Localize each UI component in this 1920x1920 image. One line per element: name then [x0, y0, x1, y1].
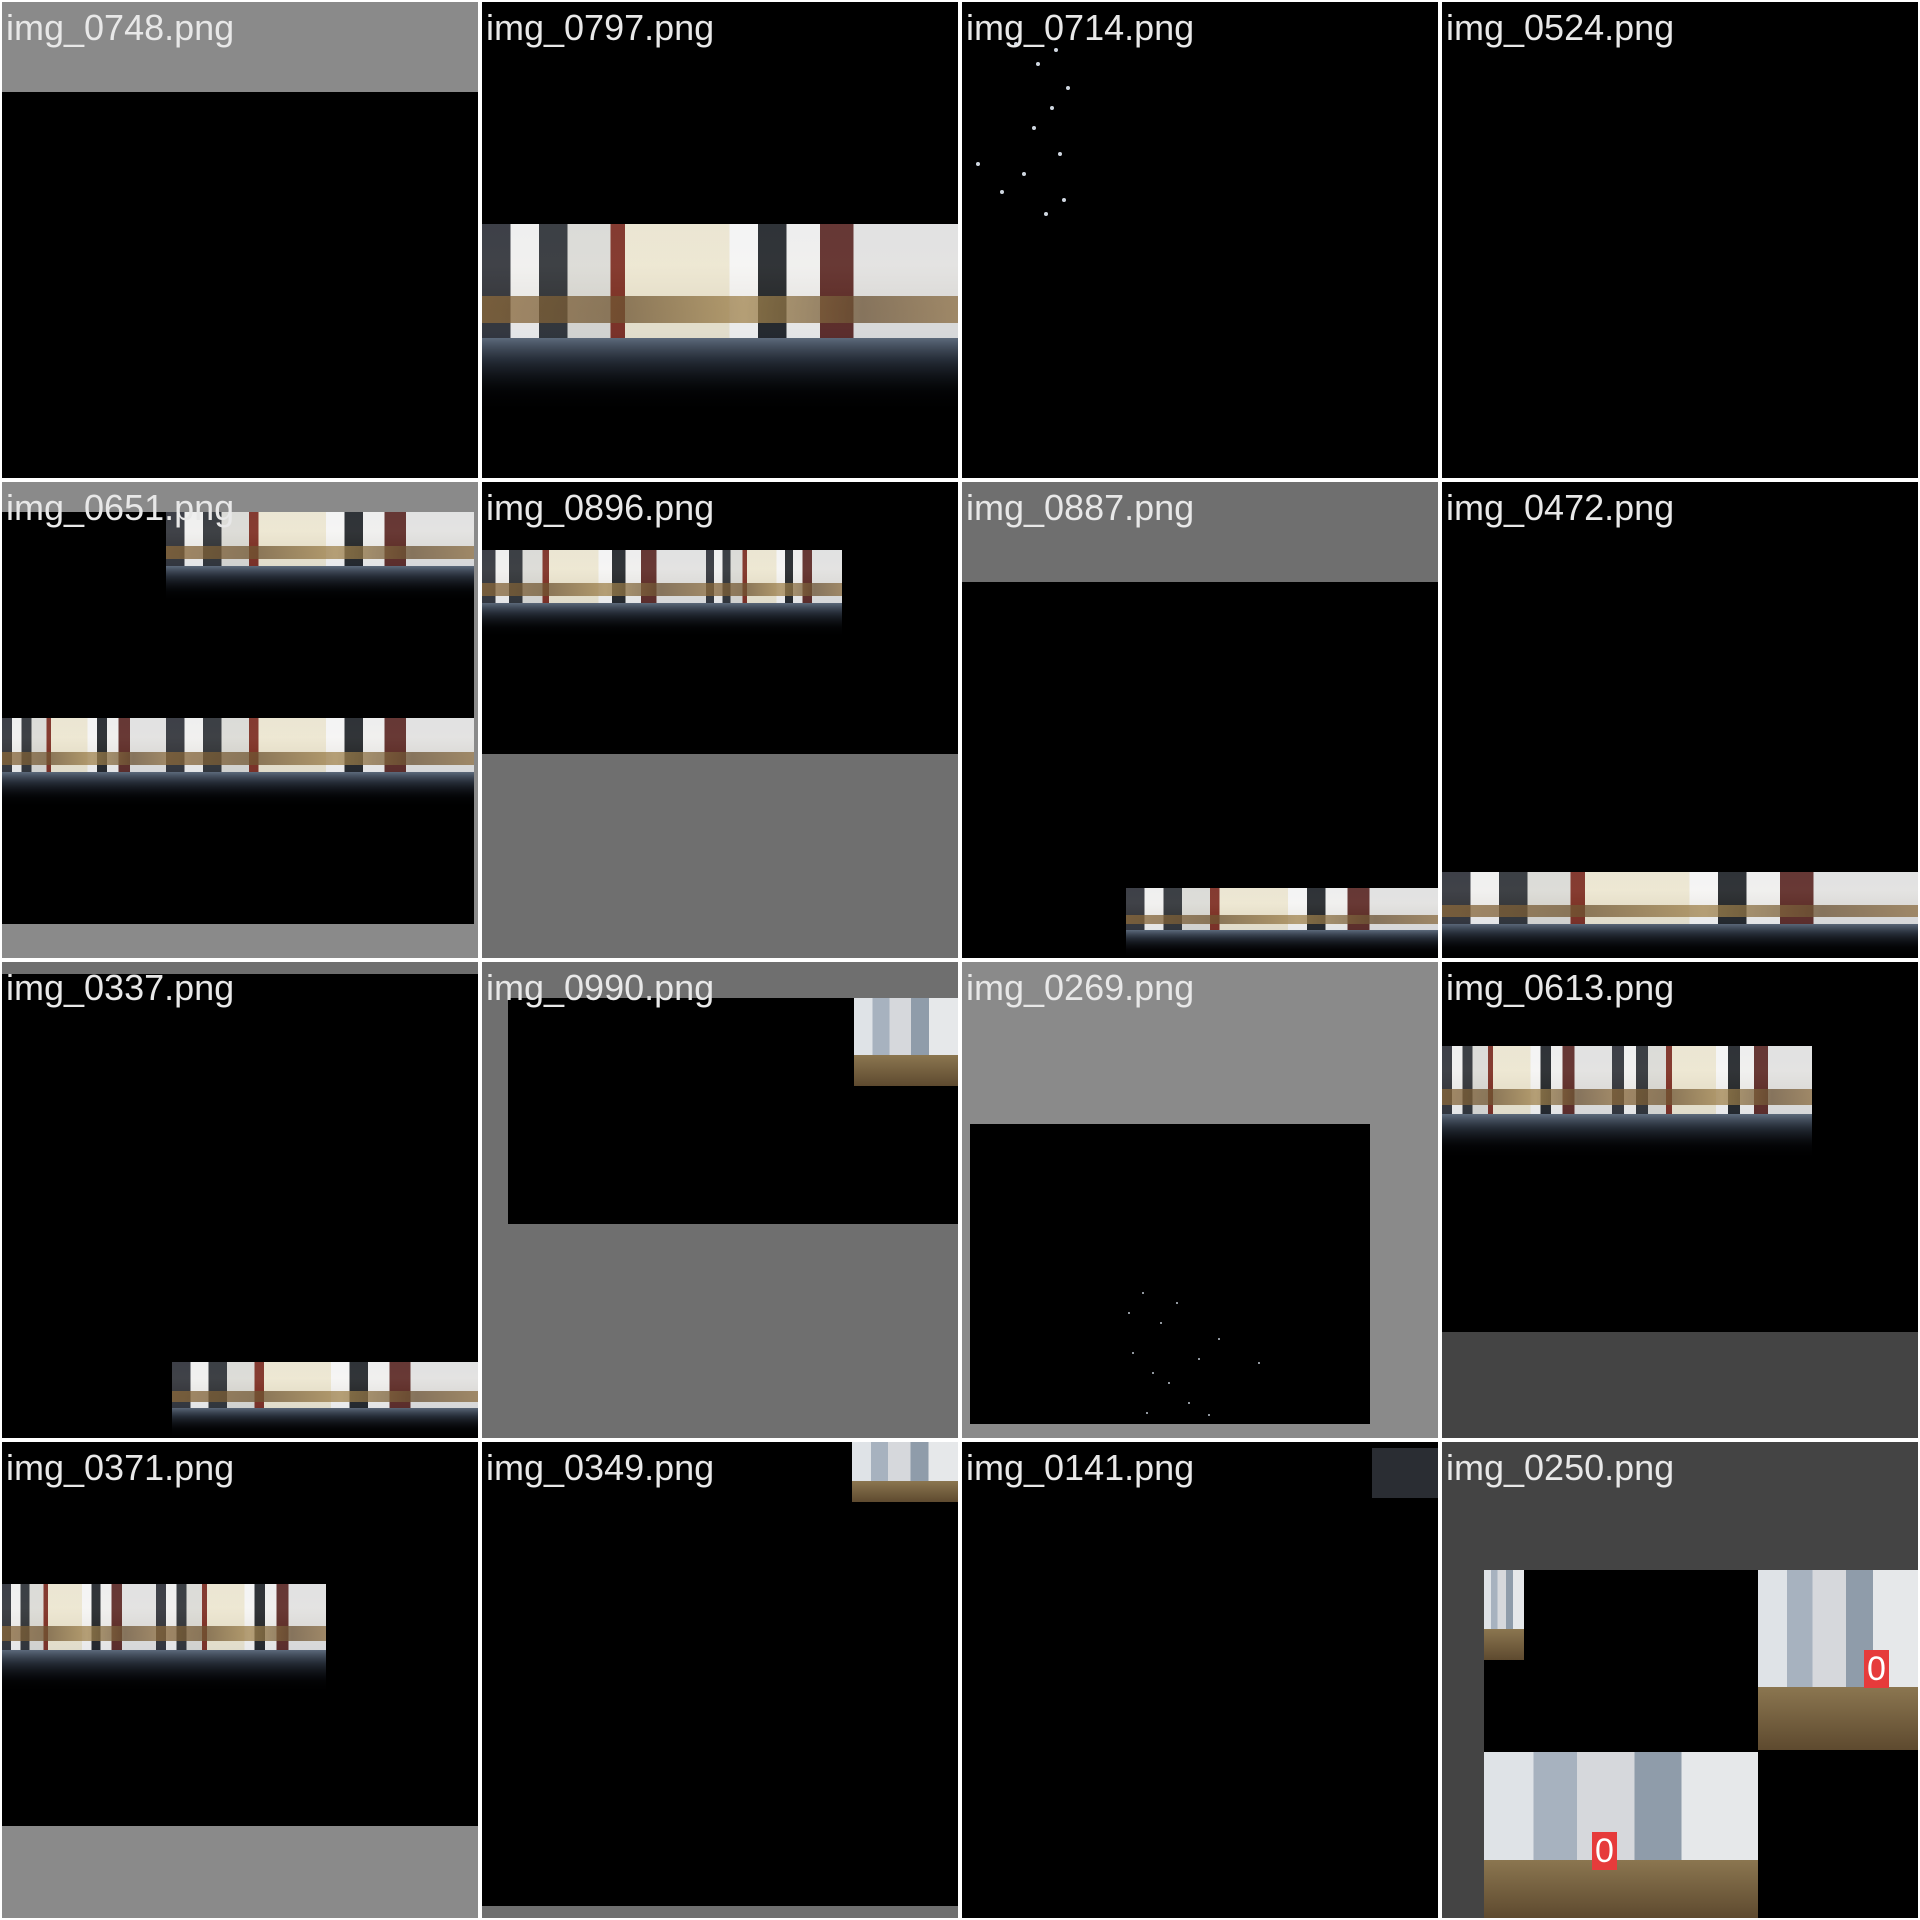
tile-filename: img_0714.png: [966, 7, 1195, 48]
sparse-point: [1022, 172, 1026, 176]
tile-filename: img_0887.png: [966, 487, 1195, 528]
sparse-point: [1062, 198, 1066, 202]
gray-padding: [482, 1906, 958, 1918]
sparse-point: [1054, 48, 1058, 52]
mosaic-tile: img_0337.png: [2, 962, 478, 1438]
scene-strip: [172, 1362, 478, 1438]
sparse-point: [1000, 190, 1004, 194]
tile-filename: img_0896.png: [486, 487, 715, 528]
gray-padding: [962, 482, 1438, 582]
tile-filename: img_0337.png: [6, 967, 235, 1008]
gray-padding: [1442, 1332, 1918, 1438]
mosaic-tile: img_0651.png: [2, 482, 478, 958]
scene-patch: [852, 1442, 958, 1502]
mosaic-tile: img_0887.png: [962, 482, 1438, 958]
scene-patch: [1484, 1752, 1758, 1918]
detection-label: 0: [1592, 1832, 1617, 1870]
mosaic-tile: img_0797.png: [482, 2, 958, 478]
gray-padding: [2, 2, 478, 92]
scene-strip: [156, 1584, 326, 1694]
gray-padding: [2, 962, 478, 974]
sparse-point: [1044, 212, 1048, 216]
sparse-point: [976, 162, 980, 166]
mosaic-tile: 0 0 img_0250.png: [1442, 1442, 1918, 1918]
scene-patch: [1758, 1570, 1918, 1750]
sparse-point: [1066, 86, 1070, 90]
sparse-point: [1128, 1312, 1130, 1314]
scene-strip: [1126, 888, 1438, 958]
gray-padding: [482, 754, 958, 958]
sparse-point: [1014, 42, 1018, 46]
mosaic-tile: img_0714.png: [962, 2, 1438, 478]
tile-filename: img_0371.png: [6, 1447, 235, 1488]
sparse-point: [1218, 1338, 1220, 1340]
mosaic-tile: img_0141.png: [962, 1442, 1438, 1918]
mosaic-tile: img_0748.png: [2, 2, 478, 478]
sparse-point: [1146, 1412, 1148, 1414]
scene-patch: [1372, 1448, 1438, 1498]
sparse-point: [1188, 1402, 1190, 1404]
sparse-point: [1032, 126, 1036, 130]
tile-filename: img_0748.png: [6, 7, 235, 48]
tile-filename: img_0250.png: [1446, 1447, 1675, 1488]
gray-padding: [2, 924, 478, 958]
tile-filename: img_0269.png: [966, 967, 1195, 1008]
mosaic-tile: img_0613.png: [1442, 962, 1918, 1438]
mosaic-tile: img_0371.png: [2, 1442, 478, 1918]
sparse-point: [1160, 1322, 1162, 1324]
mosaic-tile: img_0472.png: [1442, 482, 1918, 958]
gray-padding: [474, 482, 478, 958]
scene-strip: [1612, 1046, 1812, 1160]
mosaic-tile: img_0349.png: [482, 1442, 958, 1918]
scene-strip: [482, 550, 706, 638]
gray-padding: [2, 1826, 478, 1918]
scene-strip: [2, 718, 166, 808]
mosaic-tile: img_0896.png: [482, 482, 958, 958]
scene-strip: [2, 1584, 156, 1694]
scene-strip: [482, 224, 958, 414]
tile-filename: img_0613.png: [1446, 967, 1675, 1008]
mosaic-tile: img_0269.png: [962, 962, 1438, 1438]
tile-filename: img_0141.png: [966, 1447, 1195, 1488]
sparse-point: [1132, 1352, 1134, 1354]
sparse-point: [1050, 106, 1054, 110]
scene-patch: [1484, 1570, 1524, 1660]
tile-filename: img_0472.png: [1446, 487, 1675, 528]
sparse-point: [1036, 62, 1040, 66]
tile-filename: img_0990.png: [486, 967, 715, 1008]
scene-patch: [854, 998, 958, 1086]
sparse-point: [1168, 1382, 1170, 1384]
scene-strip: [706, 550, 842, 638]
mosaic-tile: img_0524.png: [1442, 2, 1918, 478]
gray-padding: [2, 482, 478, 512]
scene-strip: [1442, 1046, 1612, 1160]
tile-filename: img_0524.png: [1446, 7, 1675, 48]
sparse-point: [1198, 1358, 1200, 1360]
detection-label: 0: [1864, 1650, 1889, 1688]
scene-strip: [166, 718, 474, 808]
sparse-point: [1058, 152, 1062, 156]
sparse-point: [1142, 1292, 1144, 1294]
sparse-point: [1258, 1362, 1260, 1364]
sparse-point: [1176, 1302, 1178, 1304]
scene-strip: [1442, 872, 1918, 958]
sparse-point: [1152, 1372, 1154, 1374]
image-region: [970, 1124, 1370, 1424]
tile-filename: img_0349.png: [486, 1447, 715, 1488]
tile-filename: img_0797.png: [486, 7, 715, 48]
mosaic-tile: img_0990.png: [482, 962, 958, 1438]
scene-strip: [166, 512, 474, 602]
tile-filename: img_0651.png: [6, 487, 235, 528]
sparse-point: [1208, 1414, 1210, 1416]
